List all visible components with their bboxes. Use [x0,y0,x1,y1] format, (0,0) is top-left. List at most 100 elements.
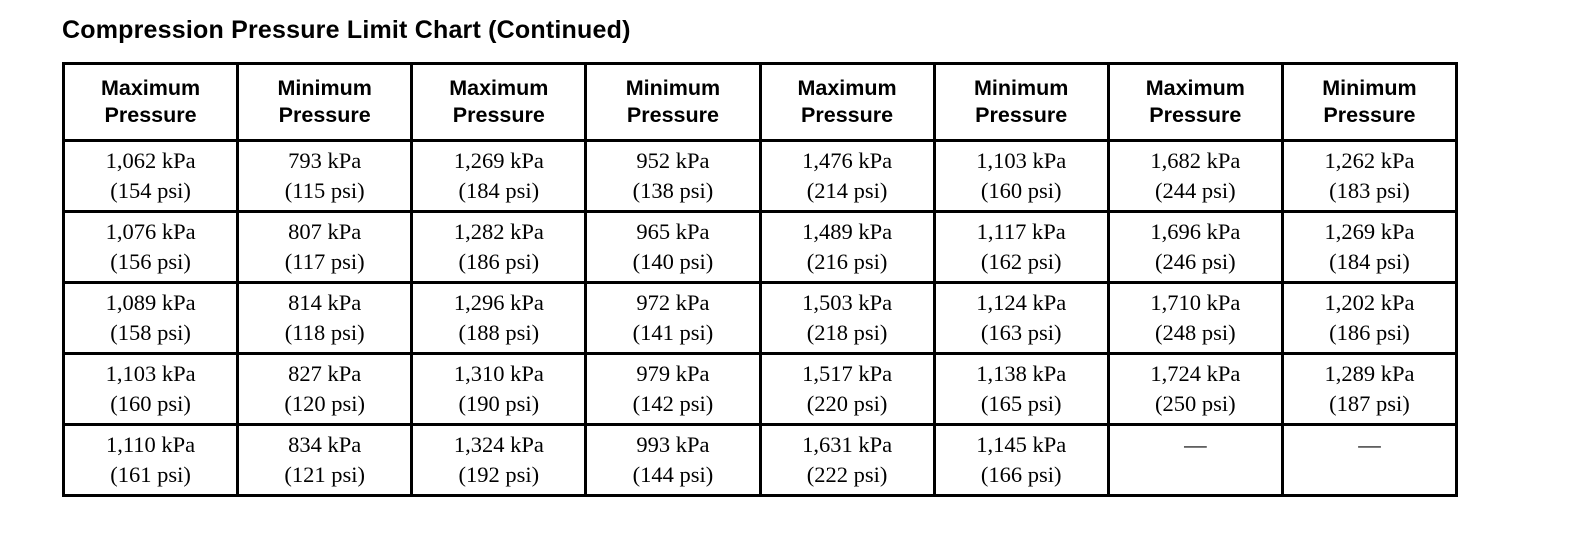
psi-value: (248 psi) [1155,320,1236,345]
kpa-value: 814 kPa [288,290,362,316]
pressure-cell: 1,489 kPa (216 psi) [758,210,936,284]
table-row: 1,076 kPa (156 psi) 807 kPa (117 psi) 1,28… [61,210,1459,284]
kpa-value: 1,517 kPa [802,361,893,387]
psi-value: (121 psi) [284,462,365,487]
kpa-value: 972 kPa [636,290,710,316]
psi-value: (141 psi) [632,320,714,345]
pressure-cell-empty: — [1106,423,1284,497]
column-header-maximum-pressure: Maximum Pressure [758,62,936,142]
psi-value: (222 psi) [806,462,888,487]
kpa-value: 1,476 kPa [802,148,893,174]
pressure-cell: 1,062 kPa (154 psi) [61,139,240,213]
psi-value: (214 psi) [806,178,888,203]
column-header-minimum-pressure: Minimum Pressure [584,62,762,142]
pressure-cell: 1,324 kPa (192 psi) [410,423,588,497]
psi-value: (158 psi) [110,320,191,345]
table-row: 1,062 kPa (154 psi) 793 kPa (115 psi) 1,26… [61,139,1459,213]
pressure-cell: 1,262 kPa (183 psi) [1280,139,1459,213]
pressure-cell: 1,724 kPa (250 psi) [1106,352,1284,426]
kpa-value: 965 kPa [636,219,710,245]
kpa-value: 807 kPa [288,219,362,245]
pressure-cell: 993 kPa (144 psi) [584,423,762,497]
table-row: 1,103 kPa (160 psi) 827 kPa (120 psi) 1,31… [61,352,1459,426]
pressure-cell: 979 kPa (142 psi) [584,352,762,426]
kpa-value: 1,076 kPa [105,219,196,245]
pressure-cell: 1,289 kPa (187 psi) [1280,352,1459,426]
psi-value: (162 psi) [980,249,1062,274]
pressure-cell: 1,103 kPa (160 psi) [61,352,240,426]
pressure-cell: 972 kPa (141 psi) [584,281,762,355]
psi-value: (184 psi) [458,178,540,203]
kpa-value: 827 kPa [288,361,362,387]
kpa-value: 979 kPa [636,361,710,387]
pressure-cell: 1,269 kPa (184 psi) [410,139,588,213]
pressure-cell: 1,076 kPa (156 psi) [61,210,240,284]
psi-value: (160 psi) [110,391,191,416]
pressure-cell: 1,138 kPa (165 psi) [932,352,1110,426]
psi-value: (154 psi) [110,178,191,203]
compression-pressure-table: Maximum Pressure Minimum Pressure Maximu… [61,62,1459,497]
psi-value: (138 psi) [632,178,714,203]
kpa-value: 952 kPa [636,148,710,174]
column-header-maximum-pressure: Maximum Pressure [61,62,240,142]
column-header-minimum-pressure: Minimum Pressure [1280,62,1459,142]
pressure-cell: 793 kPa (115 psi) [236,139,414,213]
column-header-maximum-pressure: Maximum Pressure [410,62,588,142]
kpa-value: 1,710 kPa [1150,290,1241,316]
column-header-maximum-pressure: Maximum Pressure [1106,62,1284,142]
pressure-cell: 1,282 kPa (186 psi) [410,210,588,284]
kpa-value: 1,682 kPa [1150,148,1241,174]
psi-value: (161 psi) [110,462,191,487]
psi-value: (186 psi) [458,249,540,274]
column-header-minimum-pressure: Minimum Pressure [932,62,1110,142]
pressure-cell: 814 kPa (118 psi) [236,281,414,355]
table-row: 1,110 kPa (161 psi) 834 kPa (121 psi) 1,32… [61,423,1459,497]
dash-placeholder: — [1358,432,1381,458]
psi-value: (140 psi) [632,249,714,274]
pressure-cell: 1,296 kPa (188 psi) [410,281,588,355]
psi-value: (246 psi) [1155,249,1236,274]
pressure-cell: 1,202 kPa (186 psi) [1280,281,1459,355]
pressure-cell: 834 kPa (121 psi) [236,423,414,497]
kpa-value: 1,124 kPa [976,290,1067,316]
kpa-value: 1,724 kPa [1150,361,1241,387]
kpa-value: 1,110 kPa [105,432,196,458]
pressure-cell: 1,117 kPa (162 psi) [932,210,1110,284]
kpa-value: 1,282 kPa [453,219,544,245]
psi-value: (118 psi) [284,320,365,345]
psi-value: (244 psi) [1155,178,1236,203]
pressure-cell: 1,145 kPa (166 psi) [932,423,1110,497]
psi-value: (115 psi) [284,178,365,203]
pressure-cell: 1,476 kPa (214 psi) [758,139,936,213]
pressure-cell: 827 kPa (120 psi) [236,352,414,426]
psi-value: (144 psi) [632,462,714,487]
kpa-value: 1,202 kPa [1324,290,1415,316]
psi-value: (165 psi) [980,391,1062,416]
kpa-value: 1,696 kPa [1150,219,1241,245]
pressure-cell-empty: — [1280,423,1459,497]
pressure-cell: 1,124 kPa (163 psi) [932,281,1110,355]
kpa-value: 1,117 kPa [976,219,1066,245]
pressure-cell: 1,110 kPa (161 psi) [61,423,240,497]
psi-value: (156 psi) [110,249,191,274]
pressure-cell: 952 kPa (138 psi) [584,139,762,213]
kpa-value: 1,103 kPa [105,361,196,387]
kpa-value: 1,269 kPa [1324,219,1415,245]
kpa-value: 793 kPa [288,148,362,174]
psi-value: (183 psi) [1329,178,1410,203]
kpa-value: 1,089 kPa [105,290,196,316]
psi-value [1290,460,1449,490]
kpa-value: 1,503 kPa [802,290,893,316]
kpa-value: 1,289 kPa [1324,361,1415,387]
pressure-cell: 1,269 kPa (184 psi) [1280,210,1459,284]
pressure-cell: 1,631 kPa (222 psi) [758,423,936,497]
psi-value: (163 psi) [980,320,1062,345]
table-row: 1,089 kPa (158 psi) 814 kPa (118 psi) 1,29… [61,281,1459,355]
kpa-value: 1,631 kPa [802,432,893,458]
pressure-cell: 1,696 kPa (246 psi) [1106,210,1284,284]
psi-value: (166 psi) [980,462,1062,487]
pressure-cell: 1,710 kPa (248 psi) [1106,281,1284,355]
kpa-value: 1,103 kPa [976,148,1067,174]
kpa-value: 1,262 kPa [1324,148,1415,174]
kpa-value: 1,324 kPa [453,432,544,458]
